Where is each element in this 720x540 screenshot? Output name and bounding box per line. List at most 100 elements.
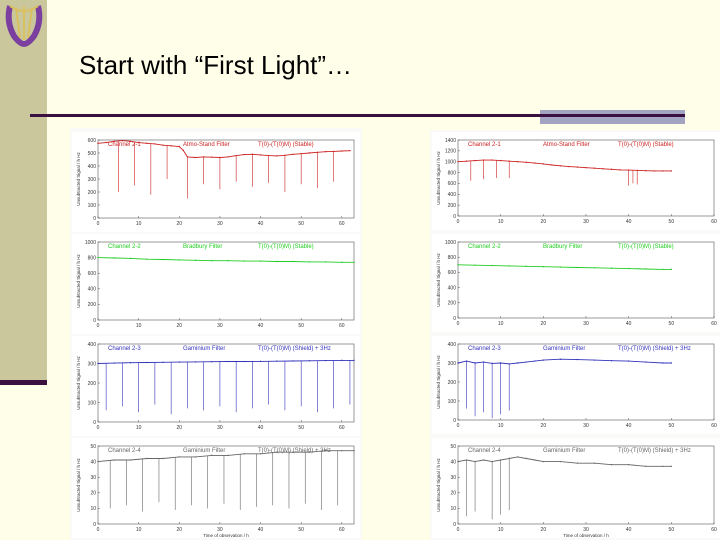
x-tick-label: 20 (541, 527, 547, 533)
data-point (324, 449, 327, 452)
data-point (113, 459, 115, 461)
plot-background (432, 438, 720, 538)
data-point (653, 170, 655, 172)
data-point (517, 362, 519, 364)
data-point (457, 362, 459, 364)
data-point (113, 257, 115, 259)
data-point (194, 259, 197, 262)
y-tick-label: 300 (88, 177, 97, 183)
plot-subtitle: Gaminium Filter (543, 346, 585, 352)
data-point (243, 260, 245, 262)
data-point (662, 170, 664, 172)
data-point (243, 453, 245, 455)
x-tick-label: 30 (583, 219, 589, 225)
sidebar-band (0, 0, 47, 382)
x-tick-label: 60 (339, 425, 345, 431)
data-point (113, 362, 115, 364)
data-point (457, 460, 459, 463)
y-axis-label: Unsubtracted Signal / h Hz (76, 355, 81, 409)
data-point (534, 360, 536, 362)
data-point (292, 360, 294, 362)
data-point (542, 163, 545, 165)
data-point (593, 267, 596, 269)
data-point (178, 456, 180, 458)
y-tick-label: 0 (93, 216, 96, 222)
data-point (525, 265, 527, 268)
x-tick-label: 0 (457, 219, 460, 225)
x-tick-label: 30 (217, 323, 223, 329)
data-point (292, 260, 294, 263)
data-point (178, 361, 180, 363)
data-point (276, 260, 278, 263)
x-tick-label: 40 (626, 219, 632, 225)
x-tick-label: 10 (136, 323, 142, 329)
y-tick-label: 0 (453, 418, 456, 424)
data-point (645, 169, 647, 172)
x-tick-label: 20 (541, 423, 547, 429)
plot-note: T(0)-(T(0)M) (Shield) + 3Hz (258, 448, 331, 454)
x-tick-label: 50 (669, 219, 675, 225)
y-tick-label: 100 (448, 399, 457, 405)
x-tick-label: 30 (217, 221, 223, 227)
data-point (593, 167, 596, 169)
data-point (308, 152, 311, 154)
data-point (474, 264, 476, 266)
data-point (508, 363, 510, 365)
data-point (482, 361, 485, 363)
data-point (491, 159, 493, 161)
y-tick-label: 400 (88, 287, 97, 293)
data-point (235, 154, 237, 157)
data-point (276, 155, 278, 157)
data-point (482, 159, 485, 161)
data-point (559, 358, 562, 360)
plot-note: T(0)-(T(0)M) (Shield) + 3Hz (258, 346, 331, 352)
y-axis-label: Unsubtracted Signal / h Hz (76, 151, 81, 205)
data-point (105, 141, 107, 144)
data-point (129, 362, 132, 364)
data-point (154, 143, 156, 145)
y-tick-label: 40 (450, 459, 456, 465)
x-tick-label: 0 (97, 425, 100, 431)
x-tick-label: 10 (498, 527, 504, 533)
data-point (186, 156, 189, 158)
data-point (308, 360, 311, 362)
plot-background (72, 336, 360, 436)
data-point (194, 156, 197, 159)
y-tick-label: 40 (90, 459, 96, 465)
data-point (243, 360, 245, 363)
data-point (316, 151, 319, 154)
y-tick-label: 20 (450, 491, 456, 497)
x-tick-label: 60 (711, 527, 717, 533)
y-tick-label: 0 (453, 214, 456, 220)
data-point (227, 260, 229, 262)
data-point (525, 161, 527, 163)
data-point (670, 268, 673, 271)
y-tick-label: 0 (93, 420, 96, 426)
data-point (146, 457, 148, 460)
y-tick-label: 300 (448, 361, 457, 367)
y-tick-label: 200 (448, 203, 457, 209)
data-point (662, 362, 664, 364)
data-point (146, 142, 148, 144)
series-line (457, 264, 672, 270)
data-point (178, 259, 180, 261)
x-tick-label: 50 (669, 423, 675, 429)
data-point (349, 149, 351, 152)
y-axis-label: Unsubtracted Signal / h Hz (436, 354, 441, 408)
x-tick-label: 10 (136, 221, 142, 227)
data-point (146, 361, 148, 364)
x-tick-label: 40 (626, 527, 632, 533)
y-tick-label: 400 (448, 285, 457, 291)
y-tick-label: 100 (88, 203, 97, 209)
data-point (499, 159, 502, 162)
data-point (542, 266, 545, 268)
x-tick-label: 40 (626, 423, 632, 429)
data-point (499, 459, 502, 461)
x-tick-label: 30 (217, 527, 223, 533)
chart-left-row2: Channel 2-2 Bradbury Filter T(0)-(T(0)M) (… (72, 234, 360, 334)
data-point (341, 449, 343, 452)
data-point (542, 359, 545, 361)
data-point (662, 465, 664, 467)
y-tick-label: 200 (88, 190, 97, 196)
data-point (474, 159, 476, 162)
